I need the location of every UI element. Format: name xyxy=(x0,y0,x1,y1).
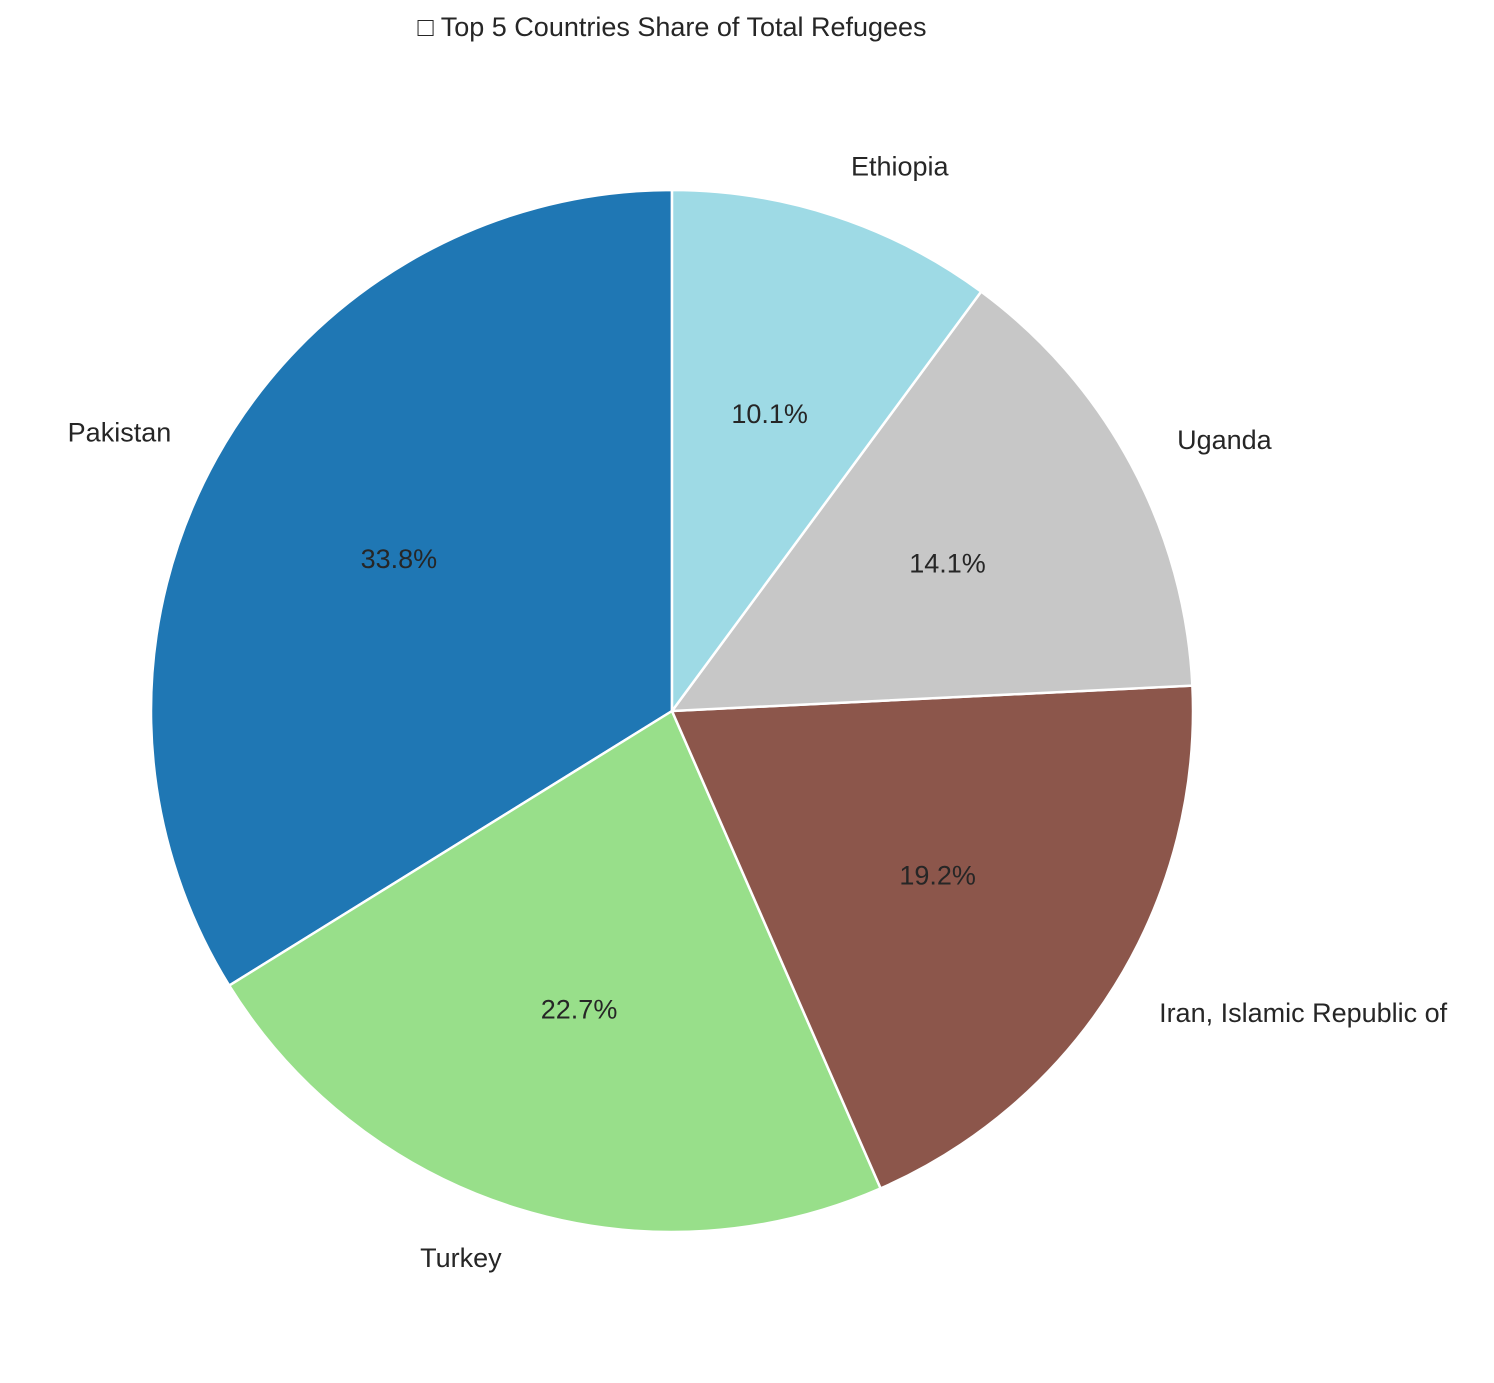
slice-label-iran-islamic-republic-of: Iran, Islamic Republic of xyxy=(1159,998,1448,1028)
pie-slice-ethiopia xyxy=(670,188,983,713)
pie-slice-turkey xyxy=(227,709,882,1234)
slice-label-turkey: Turkey xyxy=(420,1243,502,1273)
slice-pct-label-turkey: 22.7% xyxy=(541,994,618,1024)
chart-title: □ Top 5 Countries Share of Total Refugee… xyxy=(417,12,927,42)
labels-layer: 33.8% Pakistan 22.7% Turkey 19.2% Iran, Islam… xyxy=(68,152,1448,1274)
slice-pct-label-pakistan: 33.8% xyxy=(361,544,438,574)
pie-slice-uganda xyxy=(670,290,1194,713)
pie-slice-pakistan xyxy=(149,188,674,987)
pie-slice-iran-islamic-republic-of xyxy=(670,684,1195,1190)
slices-layer xyxy=(149,188,1195,1234)
slice-label-pakistan: Pakistan xyxy=(68,417,172,447)
slice-pct-label-iran-islamic-republic-of: 19.2% xyxy=(899,861,976,891)
slice-label-uganda: Uganda xyxy=(1177,425,1273,455)
slice-pct-label-uganda: 14.1% xyxy=(909,548,986,578)
slice-pct-label-ethiopia: 10.1% xyxy=(731,399,808,429)
slice-label-ethiopia: Ethiopia xyxy=(851,152,950,182)
